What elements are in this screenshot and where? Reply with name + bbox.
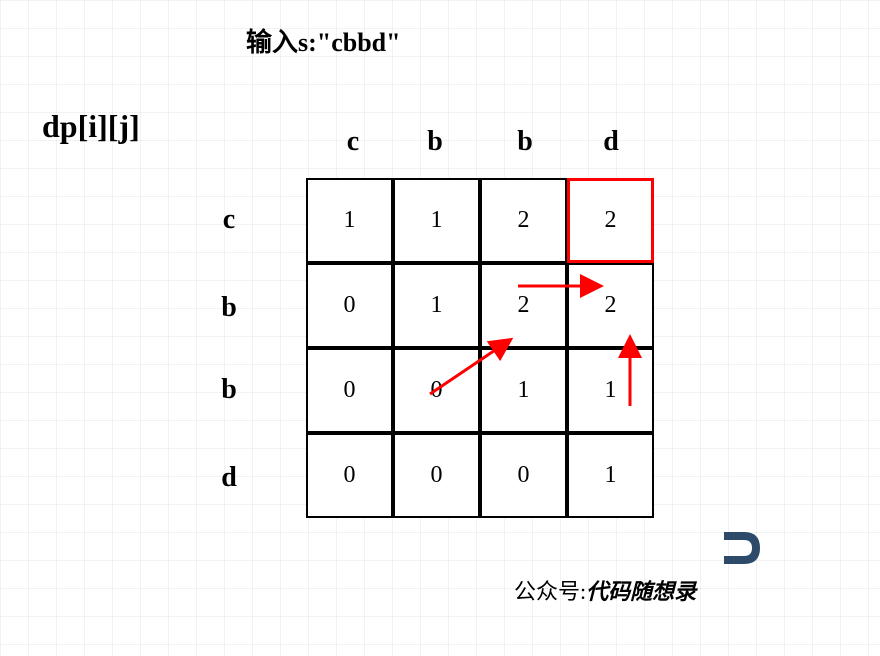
row-header-0: c bbox=[214, 204, 244, 236]
cell-1-1: 1 bbox=[393, 263, 480, 348]
cell-3-1: 0 bbox=[393, 433, 480, 518]
cell-1-2: 2 bbox=[480, 263, 567, 348]
col-header-1: b bbox=[420, 126, 450, 158]
credit-prefix: 公众号: bbox=[514, 579, 586, 604]
cell-2-1: 0 bbox=[393, 348, 480, 433]
cell-0-3: 2 bbox=[567, 178, 654, 263]
cell-3-2: 0 bbox=[480, 433, 567, 518]
cell-0-2: 2 bbox=[480, 178, 567, 263]
cell-2-2: 1 bbox=[480, 348, 567, 433]
cell-1-0: 0 bbox=[306, 263, 393, 348]
credit-brand: 代码随想录 bbox=[586, 579, 696, 604]
cell-3-3: 1 bbox=[567, 433, 654, 518]
cell-3-0: 0 bbox=[306, 433, 393, 518]
cell-2-0: 0 bbox=[306, 348, 393, 433]
col-header-3: d bbox=[596, 126, 626, 158]
row-header-1: b bbox=[214, 292, 244, 324]
cell-2-3: 1 bbox=[567, 348, 654, 433]
cell-0-1: 1 bbox=[393, 178, 480, 263]
credit-text: 公众号:代码随想录 bbox=[514, 574, 696, 606]
diagram-layer: 输入s:"cbbd" dp[i][j] c b b d c b b d 1122… bbox=[0, 0, 880, 656]
col-header-0: c bbox=[338, 126, 368, 158]
cell-0-0: 1 bbox=[306, 178, 393, 263]
logo-icon bbox=[720, 528, 764, 568]
col-header-2: b bbox=[510, 126, 540, 158]
dp-label: dp[i][j] bbox=[42, 108, 140, 145]
input-title: 输入s:"cbbd" bbox=[246, 22, 401, 59]
row-header-2: b bbox=[214, 374, 244, 406]
cell-1-3: 2 bbox=[567, 263, 654, 348]
row-header-3: d bbox=[214, 462, 244, 494]
